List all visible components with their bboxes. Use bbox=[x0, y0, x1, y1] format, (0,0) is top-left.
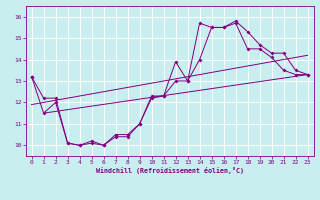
X-axis label: Windchill (Refroidissement éolien,°C): Windchill (Refroidissement éolien,°C) bbox=[96, 167, 244, 174]
